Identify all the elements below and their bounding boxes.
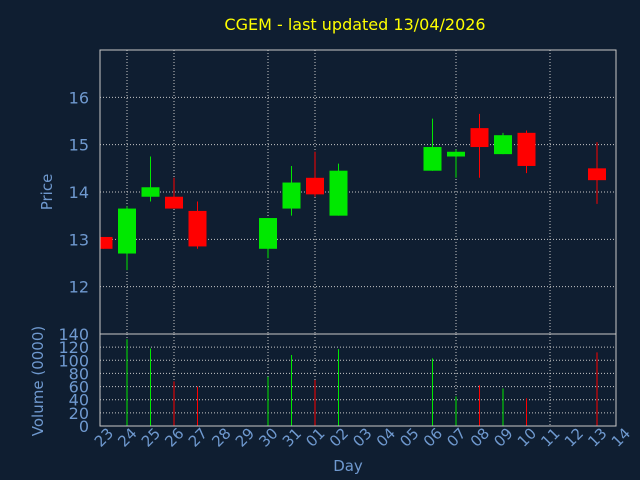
volume-tick-label: 0 — [79, 417, 89, 436]
x-axis-label: Day — [333, 457, 363, 475]
volume-tick-label: 40 — [69, 391, 89, 410]
price-tick-label: 14 — [69, 183, 89, 202]
candle-body — [118, 208, 136, 254]
volume-tick-label: 80 — [69, 364, 89, 383]
volume-panel-frame — [99, 333, 617, 427]
volume-tick-label: 120 — [58, 338, 89, 357]
volume-axis-label: Volume (0000) — [29, 326, 47, 436]
volume-tick-label: 100 — [58, 351, 89, 370]
price-tick-labels: 12 13 14 15 16 — [69, 88, 89, 296]
day-tick-labels: 2324252627282930310102030405060708091011… — [91, 424, 634, 450]
volume-tick-label: 60 — [69, 378, 89, 397]
candle-body — [188, 210, 207, 247]
price-axis-label: Price — [38, 174, 56, 211]
candle-body — [100, 236, 113, 249]
candle-body — [259, 218, 277, 249]
candle-body — [423, 147, 442, 171]
candle-body — [329, 170, 348, 216]
volume-tick-label: 140 — [58, 325, 89, 344]
volume-bars — [126, 339, 598, 426]
candle-body — [447, 151, 465, 157]
price-candles — [100, 113, 606, 271]
candle-body — [282, 182, 301, 209]
candle-body — [588, 168, 606, 181]
volume-tick-label: 20 — [69, 404, 89, 423]
candle-body — [165, 196, 183, 209]
chart-title: CGEM - last updated 13/04/2026 — [224, 15, 485, 34]
price-tick-label: 16 — [69, 88, 89, 107]
price-tick-label: 13 — [69, 230, 89, 249]
candle-body — [517, 132, 536, 166]
candle-body — [470, 128, 489, 148]
candle-body — [141, 187, 160, 197]
candle-body — [494, 135, 512, 155]
candle-body — [306, 177, 324, 195]
price-tick-label: 15 — [69, 136, 89, 155]
price-tick-label: 12 — [69, 278, 89, 297]
